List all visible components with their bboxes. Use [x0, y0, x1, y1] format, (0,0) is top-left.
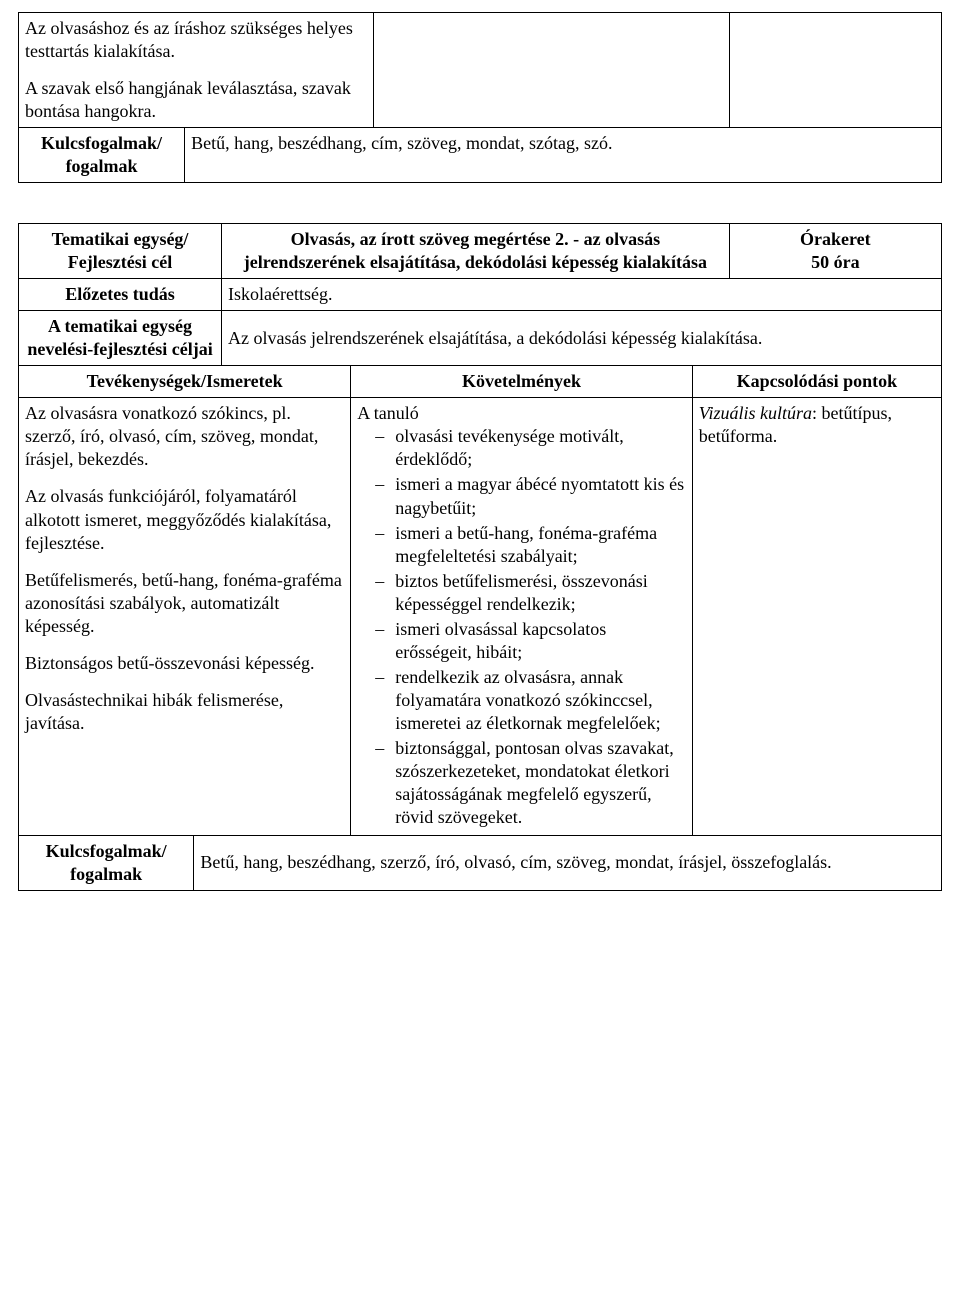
t2-kov-intro: A tanuló: [357, 402, 686, 425]
table-row: Tematikai egység/ Fejlesztési cél Olvasá…: [19, 224, 942, 279]
t1-kulcs-value: Betű, hang, beszédhang, cím, szöveg, mon…: [185, 128, 942, 183]
t2-tev-p2: Az olvasás funkciójáról, folyamatáról al…: [25, 485, 344, 554]
list-item: olvasási tevékenysége motivált, érdeklőd…: [375, 425, 686, 471]
t1-empty-1: [374, 13, 729, 128]
t1-topleft-p2: A szavak első hangjának leválasztása, sz…: [25, 77, 367, 123]
t2-tev-p1: Az olvasásra vonatkozó szókincs, pl. sze…: [25, 402, 344, 471]
t2-kov-cell: A tanuló olvasási tevékenysége motivált,…: [351, 398, 693, 836]
t2-celok-label: A tematikai egység nevelési-fejlesztési …: [19, 311, 222, 366]
t2-elozetes-label: Előzetes tudás: [19, 279, 222, 311]
table-2: Tematikai egység/ Fejlesztési cél Olvasá…: [18, 223, 942, 891]
t2-orakeret-label: Órakeret: [736, 228, 935, 251]
t2-tev-cell: Az olvasásra vonatkozó szókincs, pl. sze…: [19, 398, 351, 836]
list-item: ismeri olvasással kapcsolatos erősségeit…: [375, 618, 686, 664]
list-item: biztonsággal, pontosan olvas szavakat, s…: [375, 737, 686, 829]
t2-kap-cell: Vizuális kultúra: betűtípus, betűforma.: [692, 398, 941, 836]
t2-kov-list: olvasási tevékenysége motivált, érdeklőd…: [357, 425, 686, 829]
t2-hdr-kov: Követelmények: [351, 366, 693, 398]
t2-tev-p3: Betűfelismerés, betű-hang, fonéma-grafém…: [25, 569, 344, 638]
t2-title: Olvasás, az írott szöveg megértése 2. - …: [222, 224, 730, 279]
table-row: Az olvasáshoz és az íráshoz szükséges he…: [19, 13, 942, 128]
table-1: Az olvasáshoz és az íráshoz szükséges he…: [18, 12, 942, 183]
t2-elozetes-value: Iskolaérettség.: [222, 279, 942, 311]
t2-hdr-tev: Tevékenységek/Ismeretek: [19, 366, 351, 398]
t2-tev-p5: Olvasástechnikai hibák felismerése, javí…: [25, 689, 344, 735]
t1-empty-2: [729, 13, 941, 128]
t1-topleft: Az olvasáshoz és az íráshoz szükséges he…: [19, 13, 374, 128]
t2-celok-value: Az olvasás jelrendszerének elsajátítása,…: [222, 311, 942, 366]
t2-tematikai-label: Tematikai egység/ Fejlesztési cél: [19, 224, 222, 279]
list-item: biztos betűfelismerési, összevonási képe…: [375, 570, 686, 616]
table-row: Kulcsfogalmak/ fogalmak Betű, hang, besz…: [19, 835, 942, 890]
t2-hdr-kap: Kapcsolódási pontok: [692, 366, 941, 398]
t2-kulcs-value: Betű, hang, beszédhang, szerző, író, olv…: [194, 835, 942, 890]
list-item: ismeri a magyar ábécé nyomtatott kis és …: [375, 473, 686, 519]
t2-orakeret: Órakeret 50 óra: [729, 224, 941, 279]
t2-kulcs-label: Kulcsfogalmak/ fogalmak: [19, 835, 194, 890]
table-row: Előzetes tudás Iskolaérettség.: [19, 279, 942, 311]
t2-tev-p4: Biztonságos betű-összevonási képesség.: [25, 652, 344, 675]
table-row: Tevékenységek/Ismeretek Követelmények Ka…: [19, 366, 942, 398]
list-item: ismeri a betű-hang, fonéma-graféma megfe…: [375, 522, 686, 568]
list-item: rendelkezik az olvasásra, annak folyamat…: [375, 666, 686, 735]
table-row: A tematikai egység nevelési-fejlesztési …: [19, 311, 942, 366]
t1-kulcs-label: Kulcsfogalmak/ fogalmak: [19, 128, 185, 183]
t2-orakeret-value: 50 óra: [736, 251, 935, 274]
table-row: Az olvasásra vonatkozó szókincs, pl. sze…: [19, 398, 942, 836]
t1-topleft-p1: Az olvasáshoz és az íráshoz szükséges he…: [25, 17, 367, 63]
table-row: Kulcsfogalmak/ fogalmak Betű, hang, besz…: [19, 128, 942, 183]
t2-kap-italic: Vizuális kultúra: [699, 403, 812, 423]
